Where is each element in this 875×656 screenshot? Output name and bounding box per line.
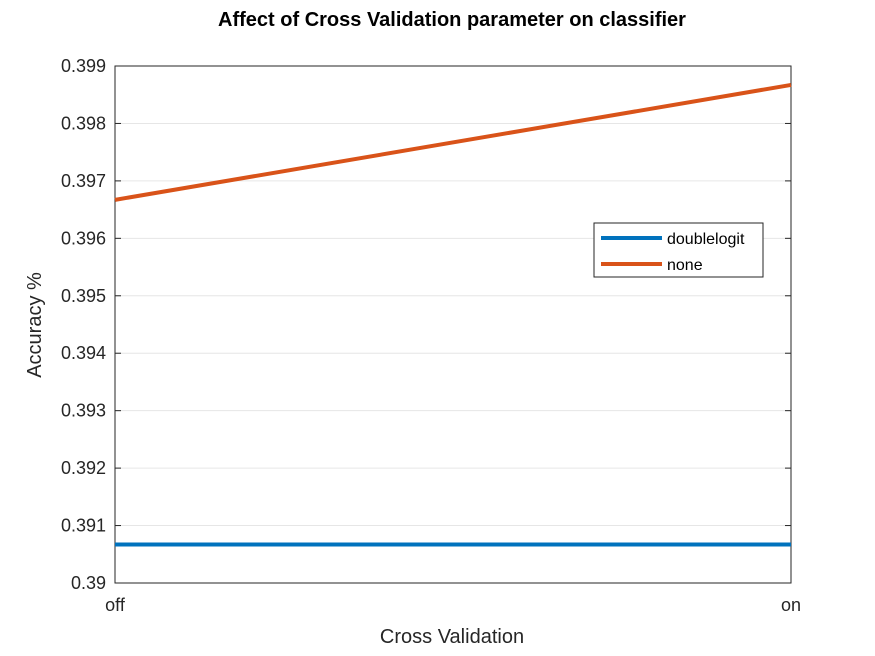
y-tick-label: 0.393 (61, 401, 106, 421)
chart-title: Affect of Cross Validation parameter on … (218, 9, 686, 31)
plot-area-frame (114, 65, 792, 584)
y-tick-label: 0.392 (61, 458, 106, 478)
series-lines (114, 82, 792, 547)
y-axis-label: Accuracy % (24, 272, 46, 378)
y-tick-label: 0.394 (61, 343, 106, 363)
legend: doublelogit none (593, 222, 764, 278)
x-tick-label: off (105, 595, 126, 615)
x-axis-label: Cross Validation (380, 626, 524, 648)
y-tick-label: 0.396 (61, 228, 106, 248)
y-tick-label: 0.391 (61, 516, 106, 536)
legend-label: doublelogit (667, 231, 745, 248)
legend-box (593, 222, 764, 278)
y-tick-label: 0.395 (61, 286, 106, 306)
y-tick-label: 0.398 (61, 113, 106, 133)
series-line-none (114, 82, 792, 202)
y-tick-label: 0.39 (71, 573, 106, 593)
x-tick-label: on (781, 595, 801, 615)
y-tick-label: 0.399 (61, 56, 106, 76)
y-tick-label: 0.397 (61, 171, 106, 191)
legend-label: none (667, 257, 703, 274)
axis-ticks: 0.39 0.391 0.392 0.393 0.394 0.395 0.396 0.397 0… (61, 56, 801, 615)
